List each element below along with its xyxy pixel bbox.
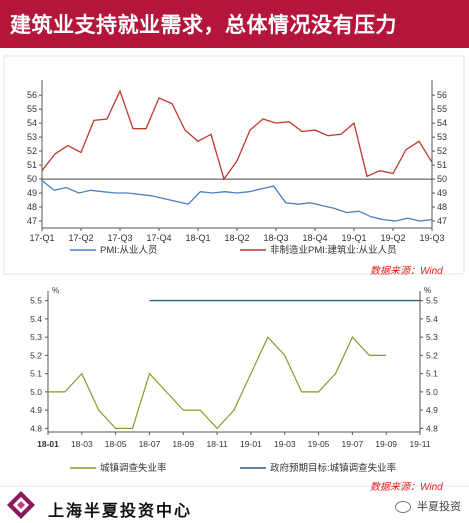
chart2-xtick-label: 19-05	[308, 439, 330, 449]
chart1-legend-label-1: 非制造业PMI:建筑业:从业人员	[270, 244, 397, 256]
chart1-xtick-label: 19-Q1	[341, 233, 366, 243]
chart2-unit-right: %	[424, 286, 431, 295]
chart2-ytick-label-left: 5.1	[30, 369, 42, 379]
title-banner: 建筑业支持就业需求，总体情况没有压力	[0, 0, 469, 48]
chart1-xtick-label: 17-Q2	[68, 233, 93, 243]
chart1-xtick-label: 18-Q4	[302, 233, 327, 243]
wechat-icon	[394, 501, 411, 514]
chart2-legend-label-1: 政府预期目标:城镇调查失业率	[270, 462, 397, 474]
chart2-unit-left: %	[52, 286, 59, 295]
chart1-ytick-label-left: 51	[27, 160, 37, 170]
chart2-xtick-label: 19-07	[341, 439, 363, 449]
chart2-ytick-label-right: 4.8	[426, 423, 438, 433]
chart1-ytick-label-right: 53	[437, 132, 447, 142]
chart1-ytick-label-right: 50	[437, 174, 447, 184]
chart2-ytick-label-right: 5.2	[426, 350, 438, 360]
chart1-xtick-label: 17-Q4	[146, 233, 171, 243]
chart2-ytick-label-left: 4.9	[30, 405, 42, 415]
chart1-ytick-label-right: 54	[437, 118, 447, 128]
chart1-ytick-label-right: 52	[437, 146, 447, 156]
chart2-xtick-label: 19-11	[409, 439, 430, 449]
wechat-account[interactable]: 半夏投资	[394, 498, 461, 514]
chart1-xtick-label: 17-Q1	[29, 233, 54, 243]
chart1-legend-label-0: PMI:从业人员	[100, 245, 158, 256]
chart1-xtick-label: 19-Q2	[380, 233, 405, 243]
chart1-source: 数据来源：Wind	[370, 266, 443, 277]
chart2-xtick-label: 18-11	[207, 439, 228, 449]
chart2-xtick-label: 18-03	[71, 439, 93, 449]
company-logo-icon	[7, 491, 35, 519]
company-name: 上海半夏投资中心	[48, 501, 193, 520]
chart2-legend-label-0: 城镇调查失业率	[100, 462, 167, 474]
chart2-xtick-label: 19-01	[240, 439, 262, 449]
chart2-ytick-label-left: 4.8	[30, 423, 42, 433]
chart2-ytick-label-right: 4.9	[426, 405, 438, 415]
chart1-ytick-label-left: 49	[27, 188, 37, 198]
chart1-ytick-label-left: 50	[27, 174, 37, 184]
chart1-ytick-label-left: 55	[27, 104, 37, 114]
chart2-xtick-label: 19-09	[375, 439, 397, 449]
chart2-ytick-label-left: 5.0	[30, 387, 42, 397]
chart1-xtick-label: 19-Q3	[419, 233, 444, 243]
chart1-ytick-label-left: 47	[27, 216, 37, 226]
chart1-series-line-0	[41, 179, 433, 222]
chart1-series-line-1	[41, 89, 433, 181]
chart2-xtick-label: 19-03	[274, 439, 296, 449]
chart1-ytick-label-left: 53	[27, 132, 37, 142]
chart1-ytick-label-right: 56	[437, 90, 447, 100]
chart1-xtick-label: 18-Q1	[185, 233, 210, 243]
chart2-ytick-label-right: 5.0	[426, 387, 438, 397]
chart2-ytick-label-left: 5.3	[30, 332, 42, 342]
chart1-xtick-label: 17-Q3	[107, 233, 132, 243]
chart1-ytick-label-left: 54	[27, 118, 37, 128]
chart1-ytick-label-right: 48	[437, 202, 447, 212]
wechat-name: 半夏投资	[417, 501, 461, 513]
chart2-ytick-label-right: 5.4	[426, 314, 438, 324]
chart1-ytick-label-left: 56	[27, 90, 37, 100]
chart1-ytick-label-right: 49	[437, 188, 447, 198]
chart1-ytick-label-left: 48	[27, 202, 37, 212]
page-title: 建筑业支持就业需求，总体情况没有压力	[10, 14, 397, 37]
chart2-ytick-label-right: 5.3	[426, 332, 438, 342]
chart2-series-line-0	[48, 336, 387, 430]
chart1-ytick-label-right: 47	[437, 216, 447, 226]
chart2-xtick-label: 18-05	[105, 439, 127, 449]
chart1-ytick-label-right: 55	[437, 104, 447, 114]
chart2-ytick-label-right: 5.5	[426, 296, 438, 306]
chart2-xtick-label: 18-01	[37, 439, 59, 449]
chart1-ytick-label-right: 51	[437, 160, 447, 170]
chart2-ytick-label-left: 5.2	[30, 350, 42, 360]
chart1-xtick-label: 18-Q2	[224, 233, 249, 243]
chart2-ytick-label-left: 5.5	[30, 296, 42, 306]
chart2-ytick-label-left: 5.4	[30, 314, 42, 324]
chart2-ytick-label-right: 5.1	[426, 369, 438, 379]
chart1-ytick-label-left: 52	[27, 146, 37, 156]
chart2-source: 数据来源：Wind	[370, 482, 443, 493]
chart2-xtick-label: 18-07	[139, 439, 161, 449]
chart2-xtick-label: 18-09	[172, 439, 194, 449]
chart1-xtick-label: 18-Q3	[263, 233, 288, 243]
